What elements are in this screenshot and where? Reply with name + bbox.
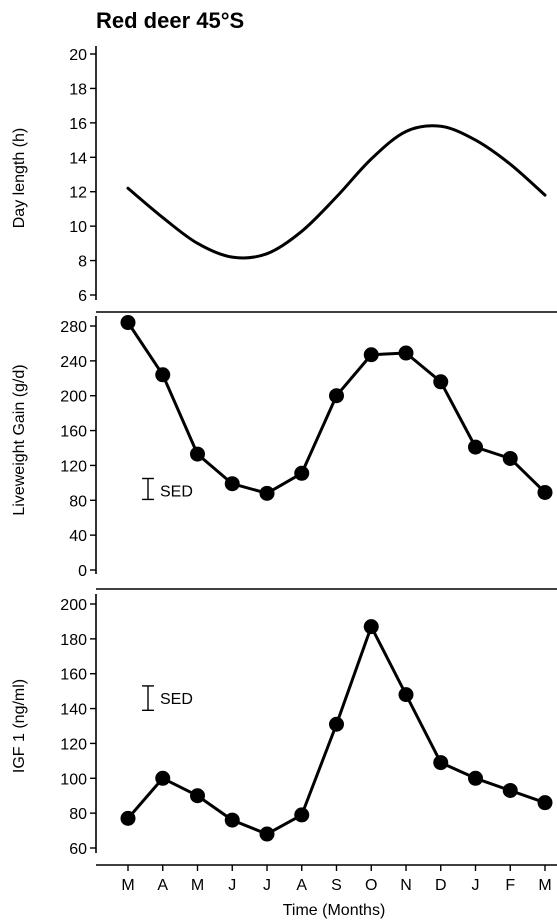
- igf1-data-point: [190, 788, 205, 804]
- daylength-series-line: [126, 124, 547, 260]
- day-length-panel: 6 8 10 12 14 16 18 20 Day length (h): [11, 46, 547, 305]
- gain-data-point: [502, 450, 518, 466]
- gain-y-tick-label: 200: [60, 389, 87, 406]
- daylength-y-tick-label: 16: [69, 116, 87, 133]
- gain-data-point: [120, 315, 136, 331]
- gain-data-point: [155, 367, 171, 383]
- igf1-y-tick-label: 160: [60, 667, 87, 684]
- daylength-y-tick-label: 20: [69, 47, 87, 64]
- x-tick-label: O: [365, 877, 377, 894]
- daylength-y-tick-label: 6: [78, 288, 87, 305]
- daylength-y-axis-title: Day length (h): [11, 128, 28, 229]
- x-axis-title: Time (Months): [283, 902, 386, 919]
- daylength-y-tick-label: 14: [69, 150, 87, 167]
- igf1-data-point: [155, 770, 171, 786]
- gain-data-point: [398, 345, 414, 361]
- x-tick-label: M: [191, 877, 204, 894]
- x-tick-label: S: [331, 877, 342, 894]
- gain-data-point: [294, 465, 310, 481]
- igf1-data-point: [294, 807, 310, 823]
- igf1-data-point: [502, 782, 518, 798]
- daylength-y-tick-label: 10: [69, 219, 87, 236]
- x-tick-label: M: [121, 877, 134, 894]
- gain-y-tick-label: 0: [78, 563, 87, 580]
- igf1-y-tick-label: 100: [60, 771, 87, 788]
- igf1-data-point: [398, 687, 414, 703]
- igf1-data-point: [259, 826, 275, 842]
- gain-data-point: [259, 485, 275, 501]
- gain-data-point: [433, 374, 449, 390]
- daylength-y-tick-label: 18: [69, 81, 87, 98]
- daylength-y-tick-label: 12: [69, 185, 87, 202]
- gain-data-point: [190, 446, 205, 462]
- gain-y-tick-label: 80: [69, 493, 87, 510]
- igf1-sed-label: SED: [160, 691, 193, 708]
- gain-series-line: [126, 321, 547, 495]
- gain-y-tick-label: 280: [60, 319, 87, 336]
- igf1-panel: 60 80 100 120 140 160 180 200 IGF 1 (ng/ml) SED: [11, 594, 553, 858]
- x-tick-label: A: [296, 877, 307, 894]
- gain-data-point: [468, 439, 483, 455]
- gain-data-point: [329, 388, 344, 404]
- x-tick-label: J: [228, 877, 236, 894]
- gain-data-point: [537, 484, 553, 500]
- igf1-y-tick-label: 120: [60, 736, 87, 753]
- igf1-data-point: [224, 812, 240, 828]
- liveweight-gain-panel: 0 40 80 120 160 200 240 280 Liveweight Gain (g/d…: [11, 315, 553, 580]
- chart-title: Red deer 45°S: [96, 8, 244, 33]
- x-tick-label: F: [505, 877, 515, 894]
- igf1-data-point: [363, 619, 379, 635]
- gain-y-tick-label: 160: [60, 424, 87, 441]
- igf1-y-tick-label: 200: [60, 597, 87, 614]
- gain-data-point: [224, 476, 240, 492]
- igf1-data-point: [468, 770, 483, 786]
- igf1-y-tick-label: 60: [69, 841, 87, 858]
- igf1-data-point: [329, 716, 344, 732]
- igf1-y-axis-title: IGF 1 (ng/ml): [11, 679, 28, 773]
- time-x-axis: M A M J J A S O N D J F M Time (Months): [96, 864, 557, 919]
- x-tick-label: A: [157, 877, 168, 894]
- gain-y-axis-title: Liveweight Gain (g/d): [11, 364, 28, 515]
- igf1-data-point: [433, 755, 449, 771]
- igf1-y-tick-label: 140: [60, 702, 87, 719]
- igf1-y-tick-label: 180: [60, 632, 87, 649]
- gain-y-tick-label: 120: [60, 458, 87, 475]
- x-tick-label: J: [472, 877, 480, 894]
- gain-y-tick-label: 240: [60, 354, 87, 371]
- x-tick-label: J: [263, 877, 271, 894]
- igf1-data-point: [537, 795, 553, 811]
- igf1-y-tick-label: 80: [69, 806, 87, 823]
- x-tick-label: D: [435, 877, 447, 894]
- gain-data-point: [363, 347, 379, 363]
- igf1-data-point: [120, 810, 136, 826]
- daylength-y-tick-label: 8: [78, 254, 87, 271]
- x-tick-label: N: [400, 877, 412, 894]
- gain-y-tick-label: 40: [69, 528, 87, 545]
- x-tick-label: M: [538, 877, 551, 894]
- gain-sed-label: SED: [160, 484, 193, 501]
